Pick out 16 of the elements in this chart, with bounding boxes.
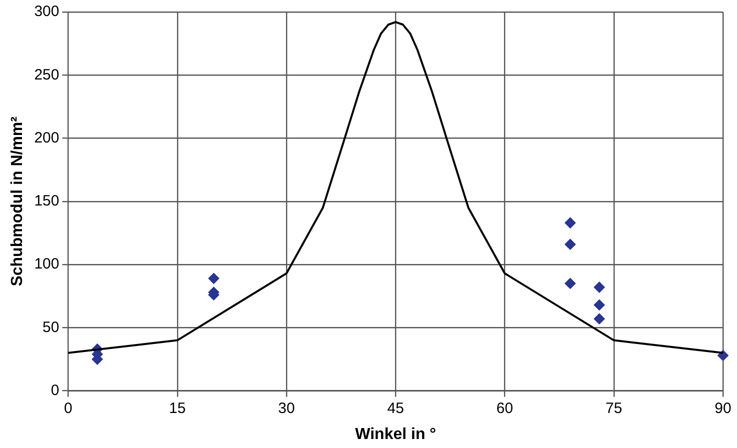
y-tick-label: 0 bbox=[50, 382, 60, 399]
y-tick-label: 200 bbox=[34, 129, 60, 146]
y-axis-title: Schubmodul in N/mm² bbox=[9, 116, 26, 286]
y-tick-label: 250 bbox=[34, 66, 60, 84]
y-tick-label: 50 bbox=[42, 318, 60, 336]
y-tick-label: 100 bbox=[34, 256, 60, 273]
x-tick-label: 60 bbox=[496, 400, 514, 417]
x-tick-label: 90 bbox=[714, 400, 732, 417]
x-tick-label: 30 bbox=[278, 400, 295, 417]
y-tick-label: 150 bbox=[34, 192, 60, 210]
x-axis-title: Winkel in ° bbox=[355, 426, 436, 443]
x-tick-label: 0 bbox=[64, 400, 72, 417]
x-tick-label: 15 bbox=[169, 400, 186, 417]
x-tick-label: 75 bbox=[606, 400, 622, 417]
x-tick-label: 45 bbox=[387, 400, 404, 417]
y-tick-label: 300 bbox=[34, 3, 60, 20]
